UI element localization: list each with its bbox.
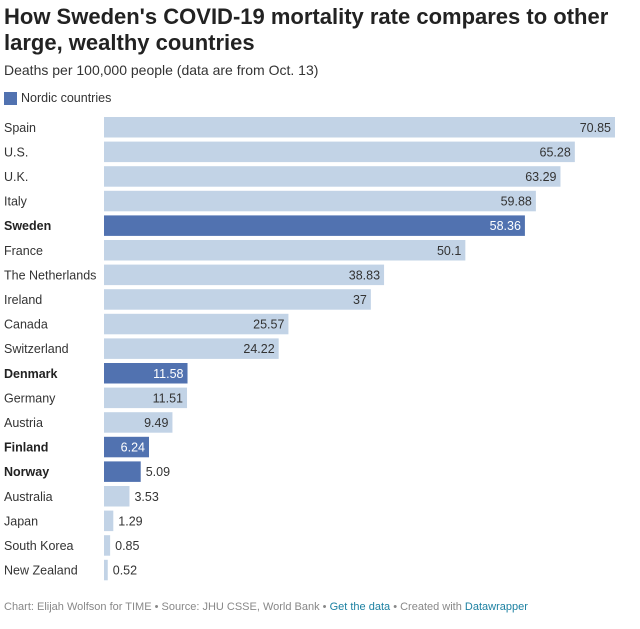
value-label-u-k: 63.29 <box>525 170 556 184</box>
legend: Nordic countries <box>4 91 111 105</box>
bar-switzerland <box>104 338 279 359</box>
bar-austria <box>104 412 173 433</box>
category-label-austria: Austria <box>4 416 43 430</box>
value-label-sweden: 58.36 <box>490 219 521 233</box>
category-label-the-netherlands: The Netherlands <box>4 268 96 282</box>
category-label-italy: Italy <box>4 195 28 209</box>
bar-u-k <box>104 166 561 187</box>
bar-france <box>104 240 466 261</box>
bar-australia <box>104 486 130 507</box>
value-label-germany: 11.51 <box>153 391 183 405</box>
bar-chart: Spain 70.85 U.S. 65.28 U.K. 63.29 Italy 59.88 Sw… <box>4 117 615 581</box>
get-the-data-link[interactable]: Get the data <box>329 601 391 613</box>
category-label-france: France <box>4 244 43 258</box>
value-label-the-netherlands: 38.83 <box>349 268 380 282</box>
legend-label-nordic: Nordic countries <box>21 91 112 105</box>
value-label-south-korea: 0.85 <box>115 539 139 553</box>
datawrapper-link[interactable]: Datawrapper <box>464 601 528 613</box>
bar-the-netherlands <box>104 264 385 286</box>
category-label-sweden: Sweden <box>4 219 51 233</box>
value-label-u-s: 65.28 <box>540 145 571 159</box>
bar-sweden <box>104 215 525 236</box>
value-label-australia: 3.53 <box>134 490 158 504</box>
value-label-new-zealand: 0.52 <box>113 564 137 578</box>
chart-subtitle: Deaths per 100,000 people (data are from… <box>4 62 319 78</box>
bar-spain <box>104 117 615 138</box>
bar-japan <box>104 510 114 532</box>
category-label-germany: Germany <box>4 391 56 405</box>
footer-separator: • Created with <box>390 601 465 613</box>
value-label-italy: 59.88 <box>501 195 532 209</box>
category-label-denmark: Denmark <box>4 367 58 381</box>
bar-canada <box>104 313 289 335</box>
bar-ireland <box>104 289 371 310</box>
category-label-u-k: U.K. <box>4 170 28 184</box>
bar-finland <box>104 436 150 458</box>
bar-denmark <box>104 363 188 384</box>
value-label-canada: 25.57 <box>253 318 284 332</box>
bar-norway <box>104 461 141 482</box>
value-label-norway: 5.09 <box>146 465 170 479</box>
bar-south-korea <box>104 535 111 556</box>
value-label-ireland: 37 <box>353 293 367 307</box>
bar-germany <box>104 387 188 409</box>
value-label-switzerland: 24.22 <box>243 342 274 356</box>
bar-u-s <box>104 141 575 163</box>
category-label-spain: Spain <box>4 121 36 135</box>
category-label-south-korea: South Korea <box>4 539 74 553</box>
value-label-france: 50.1 <box>437 244 461 258</box>
value-label-spain: 70.85 <box>580 121 611 135</box>
category-label-japan: Japan <box>4 514 38 528</box>
category-label-norway: Norway <box>4 465 49 479</box>
value-label-austria: 9.49 <box>144 416 168 430</box>
category-label-u-s: U.S. <box>4 145 28 159</box>
footer-credits: Chart: Elijah Wolfson for TIME • Source:… <box>4 601 330 613</box>
category-label-canada: Canada <box>4 318 48 332</box>
category-label-switzerland: Switzerland <box>4 342 69 356</box>
category-label-finland: Finland <box>4 441 48 455</box>
category-label-ireland: Ireland <box>4 293 42 307</box>
legend-swatch-nordic <box>4 91 17 105</box>
category-label-australia: Australia <box>4 490 53 504</box>
category-label-new-zealand: New Zealand <box>4 564 78 578</box>
chart-title: How Sweden's COVID-19 mortality rate com… <box>4 4 609 55</box>
value-label-japan: 1.29 <box>118 514 142 528</box>
value-label-denmark: 11.58 <box>153 367 183 381</box>
bar-new-zealand <box>104 559 108 581</box>
bar-italy <box>104 190 536 212</box>
chart-footer: Chart: Elijah Wolfson for TIME • Source:… <box>4 601 528 613</box>
value-label-finland: 6.24 <box>121 441 145 455</box>
